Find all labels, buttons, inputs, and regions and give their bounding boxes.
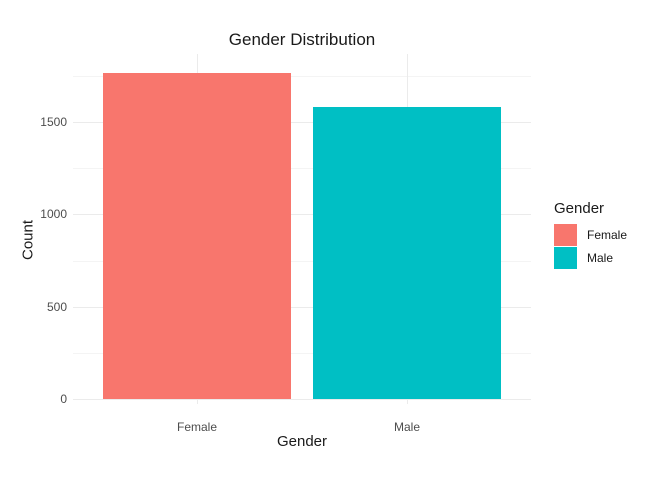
legend-item-male: Male (554, 246, 627, 269)
x-tick-label: Male (393, 420, 420, 434)
grid-line-minor (73, 352, 531, 354)
y-tick-label: 1500 (40, 115, 67, 129)
bar-male (313, 107, 501, 399)
x-axis-label: Gender (276, 433, 328, 450)
grid-line-minor (73, 168, 531, 170)
legend-label-female: Female (587, 227, 628, 242)
legend-item-female: Female (554, 223, 627, 246)
y-tick-label: 0 (60, 392, 67, 406)
legend-title: Gender (554, 200, 605, 217)
legend: Gender Female Male (554, 200, 627, 269)
legend-key-male (554, 246, 577, 269)
grid-line-major (73, 214, 531, 216)
x-tick-label: Female (176, 420, 217, 434)
grid-line-major (73, 122, 531, 123)
grid-line-major (73, 306, 531, 308)
y-axis-label: Count (19, 219, 37, 261)
plot-area (73, 54, 531, 404)
y-tick-label: 1000 (40, 207, 67, 222)
legend-key-female (554, 223, 577, 246)
legend-label-male: Male (587, 250, 614, 265)
chart-title: Gender Distribution (228, 30, 376, 49)
grid-line-minor (73, 75, 531, 77)
grid-line-minor (73, 260, 531, 262)
bar-female (103, 73, 291, 399)
y-tick-label: 500 (46, 299, 67, 314)
grid-line-major (73, 399, 531, 400)
